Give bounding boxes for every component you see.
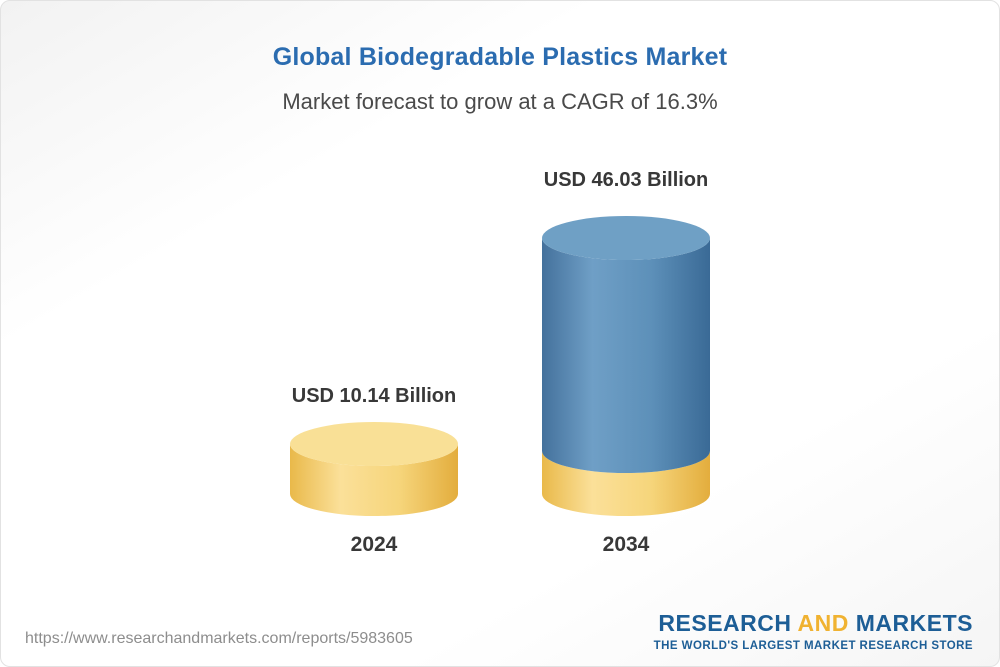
year-label-2034: 2034 — [602, 533, 650, 556]
chart-title: Global Biodegradable Plastics Market — [272, 43, 728, 71]
logo-wordmark: RESEARCH AND MARKETS — [654, 610, 973, 637]
research-and-markets-logo: RESEARCH AND MARKETS THE WORLD'S LARGEST… — [654, 610, 973, 652]
logo-word-and: AND — [797, 610, 849, 636]
value-label-2024: USD 10.14 Billion — [291, 385, 457, 407]
chart-subtitle: Market forecast to grow at a CAGR of 16.… — [282, 89, 718, 114]
bar-2024-cylinder — [290, 422, 458, 516]
report-url: https://www.researchandmarkets.com/repor… — [25, 630, 413, 647]
logo-word-markets: MARKETS — [855, 610, 973, 636]
bar-2034-cylinder — [542, 216, 710, 516]
year-label-2024: 2024 — [350, 533, 398, 556]
logo-word-research: RESEARCH — [658, 610, 792, 636]
value-label-2034: USD 46.03 Billion — [543, 169, 709, 191]
logo-tagline: THE WORLD'S LARGEST MARKET RESEARCH STOR… — [653, 640, 973, 652]
